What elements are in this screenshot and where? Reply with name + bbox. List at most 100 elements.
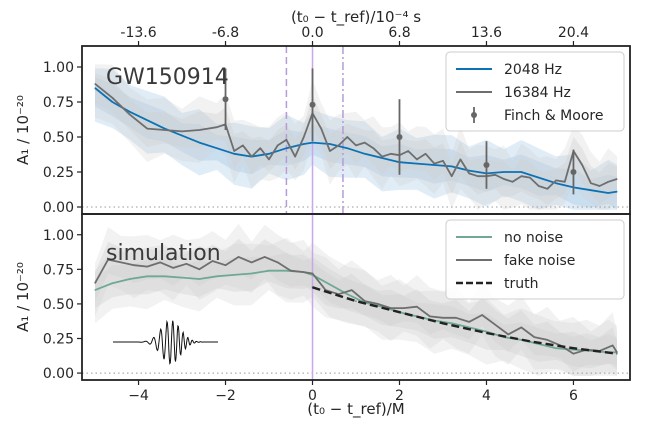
x-tick-label: −4	[128, 388, 149, 404]
plot-area	[82, 46, 630, 214]
data-point	[616, 351, 618, 354]
top-tick-label: -13.6	[120, 25, 156, 41]
data-point	[337, 144, 340, 147]
data-point	[590, 189, 592, 191]
x-tick-label: 4	[482, 388, 491, 404]
data-point	[268, 269, 270, 272]
axes-frame	[81, 213, 631, 381]
x-tick-label: 6	[569, 388, 578, 404]
top-tick-label: 13.6	[471, 25, 502, 41]
legend-label: fake noise	[504, 253, 575, 269]
data-point	[250, 272, 253, 275]
data-point	[555, 179, 557, 182]
data-point	[329, 143, 331, 145]
waveform-inset	[113, 319, 218, 365]
data-point	[363, 153, 366, 155]
data-point	[363, 141, 366, 144]
data-point	[572, 347, 575, 349]
data-point	[520, 175, 523, 177]
y-tick-label: 0.50	[43, 130, 74, 146]
data-point	[546, 339, 549, 341]
data-point	[163, 275, 166, 278]
data-point	[389, 307, 392, 309]
data-point	[429, 315, 431, 318]
data-point	[172, 267, 175, 269]
top-tick-label: 0.0	[301, 25, 323, 41]
data-point	[294, 155, 296, 158]
data-point	[407, 150, 409, 152]
data-point	[563, 181, 566, 183]
data-point	[468, 321, 470, 323]
data-point	[416, 305, 418, 308]
bottom-panel: 0.00 0.25 0.50 0.75 1.00 A₁ / 10⁻²⁰ simulation…	[14, 213, 631, 419]
data-point	[494, 323, 496, 326]
data-point	[507, 333, 510, 336]
data-point	[111, 101, 114, 103]
data-point	[520, 326, 523, 329]
data-point	[311, 141, 314, 144]
data-point	[133, 264, 135, 266]
data-point	[459, 158, 462, 161]
series-line-2048-hz	[94, 87, 618, 194]
data-point	[146, 275, 149, 278]
data-point	[285, 269, 288, 272]
data-point	[311, 286, 314, 289]
data-point	[250, 155, 253, 158]
data-point	[450, 165, 453, 168]
data-point	[211, 260, 214, 262]
data-point	[94, 282, 96, 284]
uncertainty-band	[95, 237, 617, 376]
data-point	[237, 256, 240, 258]
data-point	[303, 136, 305, 138]
errorbar-point	[222, 96, 229, 103]
data-point	[198, 129, 201, 131]
data-point	[276, 144, 279, 147]
data-point	[598, 185, 601, 187]
data-point	[303, 271, 305, 273]
data-point	[363, 300, 366, 302]
data-point	[198, 268, 201, 271]
data-point	[607, 181, 610, 183]
data-point	[476, 175, 479, 177]
data-point	[381, 157, 383, 159]
top-tick-label: -6.8	[212, 25, 239, 41]
data-point	[468, 169, 470, 172]
data-point	[329, 150, 331, 152]
data-point	[303, 143, 305, 145]
data-point	[129, 278, 131, 280]
data-point	[450, 175, 453, 177]
y-tick-label: 0.00	[43, 366, 74, 382]
data-point	[372, 147, 375, 149]
data-point	[263, 256, 266, 258]
data-point	[276, 261, 279, 264]
data-point	[259, 147, 262, 149]
data-point	[198, 141, 201, 144]
data-point	[250, 261, 253, 264]
data-point	[442, 160, 444, 162]
data-point	[120, 261, 122, 264]
y-tick-label: 0.25	[43, 165, 74, 181]
errorbar-point	[309, 101, 316, 108]
data-point	[111, 282, 114, 284]
data-point	[503, 178, 505, 180]
data-point	[329, 283, 331, 286]
y-tick-label: 1.00	[43, 60, 74, 76]
data-point	[163, 127, 166, 130]
uncertainty-band	[95, 223, 617, 376]
data-point	[146, 119, 149, 121]
data-point	[376, 303, 379, 305]
data-point	[616, 178, 618, 180]
data-point	[529, 176, 531, 179]
uncertainty-band	[95, 238, 617, 372]
data-point	[450, 322, 453, 325]
legend-swatch-point	[471, 112, 477, 118]
data-point	[198, 278, 201, 280]
y-tick-label: 0.25	[43, 332, 74, 348]
data-point	[181, 276, 183, 279]
data-point	[389, 153, 392, 155]
y-tick-label: 0.00	[43, 200, 74, 216]
x-tick-label: 2	[395, 388, 404, 404]
data-point	[107, 258, 109, 261]
legend-label: Finch & Moore	[504, 108, 603, 124]
